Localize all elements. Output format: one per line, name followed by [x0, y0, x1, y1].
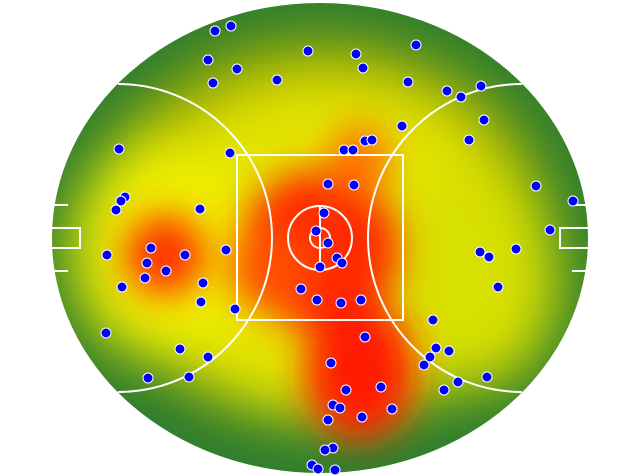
- data-point: [271, 74, 283, 86]
- data-point: [356, 411, 368, 423]
- data-point: [427, 314, 439, 326]
- data-point: [441, 85, 453, 97]
- data-point: [224, 147, 236, 159]
- data-point: [160, 265, 172, 277]
- points: [100, 20, 579, 476]
- data-point: [139, 272, 151, 284]
- data-point: [311, 294, 323, 306]
- data-point: [141, 257, 153, 269]
- data-point: [322, 237, 334, 249]
- data-point: [197, 277, 209, 289]
- data-point: [359, 331, 371, 343]
- data-point: [318, 207, 330, 219]
- data-point: [110, 204, 122, 216]
- data-point: [302, 45, 314, 57]
- data-point: [319, 444, 331, 456]
- data-point: [375, 381, 387, 393]
- data-point: [463, 134, 475, 146]
- data-point: [183, 371, 195, 383]
- data-point: [366, 134, 378, 146]
- data-point: [386, 403, 398, 415]
- data-point: [322, 414, 334, 426]
- data-point: [194, 203, 206, 215]
- data-point: [295, 283, 307, 295]
- data-point: [207, 77, 219, 89]
- data-point: [483, 251, 495, 263]
- data-point: [424, 351, 436, 363]
- data-point: [310, 225, 322, 237]
- data-point: [174, 343, 186, 355]
- data-point: [142, 372, 154, 384]
- data-point: [402, 76, 414, 88]
- data-point: [231, 63, 243, 75]
- data-point: [474, 246, 486, 258]
- data-point: [325, 357, 337, 369]
- data-point: [329, 464, 341, 476]
- data-point: [220, 244, 232, 256]
- data-point: [202, 54, 214, 66]
- data-point: [100, 327, 112, 339]
- data-point: [195, 296, 207, 308]
- data-point: [113, 143, 125, 155]
- data-point: [179, 249, 191, 261]
- data-point: [438, 384, 450, 396]
- data-point: [510, 243, 522, 255]
- data-point: [396, 120, 408, 132]
- data-point: [334, 402, 346, 414]
- data-point: [322, 178, 334, 190]
- data-point: [567, 195, 579, 207]
- data-point: [314, 261, 326, 273]
- data-point: [335, 297, 347, 309]
- data-point: [452, 376, 464, 388]
- data-point: [357, 62, 369, 74]
- data-point: [418, 359, 430, 371]
- data-point: [355, 294, 367, 306]
- data-point: [312, 463, 324, 475]
- data-point: [202, 351, 214, 363]
- data-point: [145, 242, 157, 254]
- data-point: [410, 39, 422, 51]
- data-point: [455, 91, 467, 103]
- data-point: [350, 48, 362, 60]
- data-point: [478, 114, 490, 126]
- data-point: [347, 144, 359, 156]
- data-point: [116, 281, 128, 293]
- data-point: [209, 25, 221, 37]
- data-point: [530, 180, 542, 192]
- data-point: [348, 179, 360, 191]
- data-point: [340, 384, 352, 396]
- data-point: [544, 224, 556, 236]
- data-point: [115, 195, 127, 207]
- data-point: [229, 303, 241, 315]
- data-point: [475, 80, 487, 92]
- data-point: [101, 249, 113, 261]
- data-point: [225, 20, 237, 32]
- data-point: [336, 257, 348, 269]
- data-point: [481, 371, 493, 383]
- data-point: [430, 342, 442, 354]
- data-point: [443, 345, 455, 357]
- data-point: [492, 281, 504, 293]
